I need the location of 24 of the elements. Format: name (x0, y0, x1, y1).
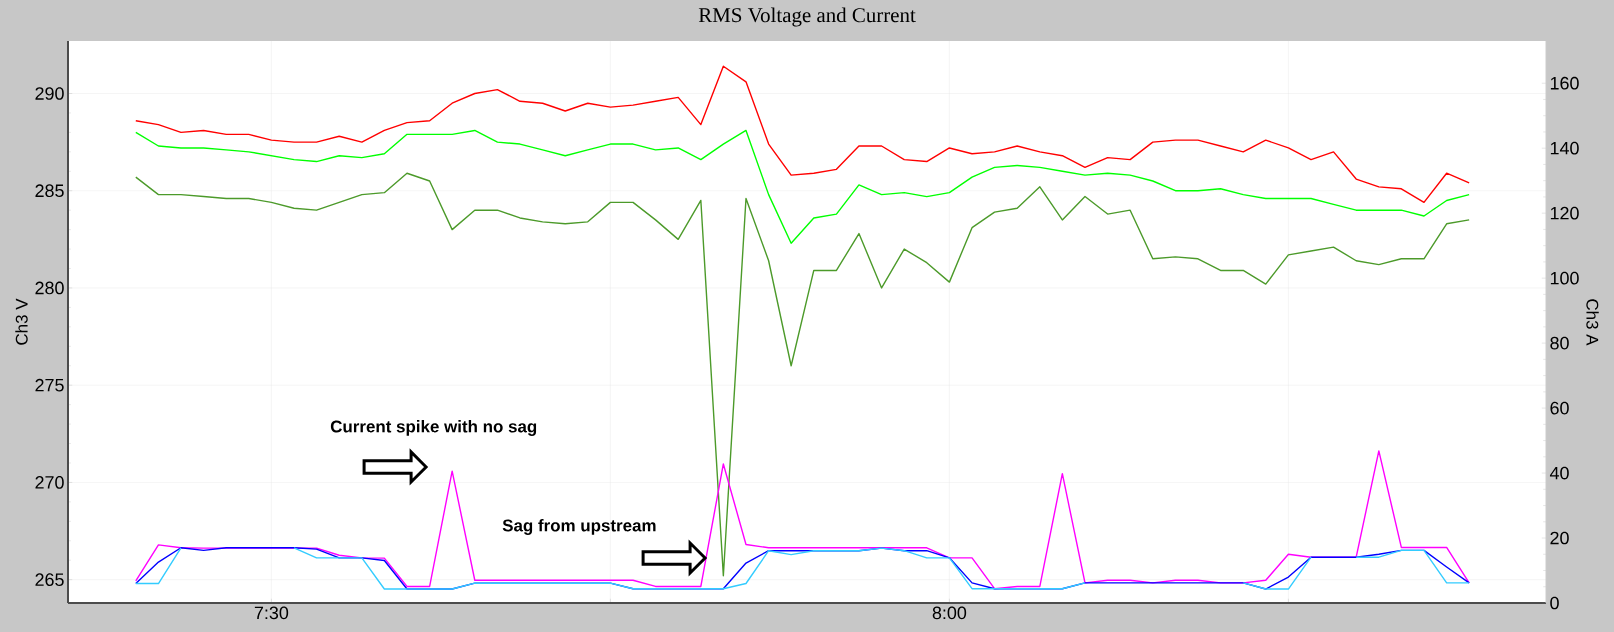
annotation: Current spike with no sag (330, 420, 537, 436)
line-series (135, 172, 1470, 577)
y2-tick-label: 20 (1550, 531, 1569, 545)
annotation: Sag from upstream (502, 519, 656, 535)
y2-tick-label: 40 (1549, 466, 1569, 480)
y-tick-label: 275 (35, 378, 64, 392)
line-series (135, 65, 1470, 204)
chart-title: RMS Voltage and Current (698, 7, 916, 27)
y-tick-label: 265 (35, 573, 64, 587)
y-axis-title: Ch3 V (15, 298, 28, 345)
y2-tick-label: 120 (1550, 206, 1579, 220)
y-tick-label: 290 (35, 87, 64, 100)
y2-tick-label: 80 (1550, 336, 1569, 350)
x-tick-label: 8:00 (932, 606, 967, 620)
y-tick-label: 280 (35, 281, 64, 295)
y2-axis-title: Ch3 A (1586, 299, 1599, 346)
y2-tick-label: 0 (1550, 596, 1559, 610)
y2-tick-label: 100 (1550, 271, 1579, 285)
x-tick-label: 7:30 (254, 606, 289, 620)
y2-tick-label: 160 (1550, 76, 1579, 90)
y-tick-label: 270 (35, 476, 64, 489)
y2-tick-label: 60 (1550, 401, 1569, 415)
y-tick-label: 285 (35, 184, 64, 198)
y2-tick-label: 140 (1550, 141, 1579, 155)
